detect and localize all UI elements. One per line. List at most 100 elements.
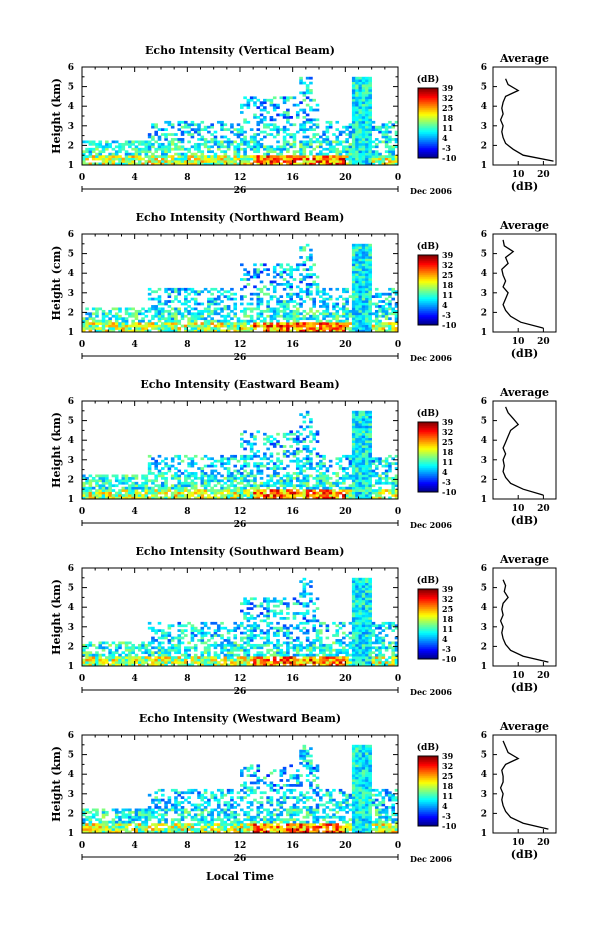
heatmap-cell <box>226 327 231 330</box>
heatmap-cell <box>157 629 162 632</box>
heatmap-cell <box>216 322 221 325</box>
heatmap-cell <box>157 162 162 166</box>
heatmap-cell <box>236 123 241 127</box>
heatmap-cell <box>164 486 168 490</box>
heatmap-cell <box>295 636 300 640</box>
heatmap-cell <box>193 484 198 488</box>
heatmap-cell <box>361 162 366 166</box>
heatmap-cell <box>144 476 149 480</box>
heatmap-cell <box>161 653 165 657</box>
heatmap-cell <box>325 469 330 473</box>
heatmap-cell <box>230 656 234 659</box>
heatmap-cell <box>289 636 293 640</box>
heatmap-cell <box>101 155 106 158</box>
heatmap-cell <box>240 631 244 635</box>
heatmap-cell <box>384 128 389 131</box>
heatmap-cell <box>295 467 300 470</box>
heatmap-cell <box>309 309 313 313</box>
heatmap-cell <box>351 469 356 473</box>
heatmap-cell <box>365 275 369 279</box>
heatmap-cell <box>332 305 336 308</box>
heatmap-cell <box>272 265 277 269</box>
heatmap-cell <box>157 621 162 625</box>
heatmap-cell <box>361 140 366 144</box>
heatmap-cell <box>108 327 112 330</box>
heatmap-cell <box>197 290 201 294</box>
heatmap-cell <box>279 150 284 154</box>
heatmap-cell <box>101 147 106 151</box>
heatmap-cell <box>240 147 244 151</box>
profile-x-label: (dB) <box>511 514 538 527</box>
heatmap-cell <box>259 103 264 107</box>
heatmap-cell <box>348 489 353 492</box>
heatmap-cell <box>137 643 142 647</box>
heatmap-cell <box>305 486 310 490</box>
heatmap-cell <box>193 324 198 328</box>
heatmap-cell <box>355 150 359 154</box>
heatmap-cell <box>144 147 149 151</box>
heatmap-cell <box>207 651 211 655</box>
heatmap-cell <box>305 489 310 492</box>
heatmap-cell <box>391 322 396 325</box>
heatmap-cell <box>210 462 214 465</box>
heatmap-cell <box>124 322 129 325</box>
heatmap-cell <box>272 287 277 291</box>
heatmap-cell <box>187 481 191 485</box>
heatmap-cell <box>151 290 155 294</box>
profile-y-tick-label: 3 <box>481 289 487 299</box>
heatmap-cell <box>167 646 172 650</box>
heatmap-cell <box>246 142 251 146</box>
heatmap-cell <box>335 314 340 318</box>
heatmap-cell <box>361 125 366 129</box>
heatmap-cell <box>256 300 261 303</box>
heatmap-cell <box>351 481 356 485</box>
heatmap-cell <box>101 145 106 149</box>
heatmap-cell <box>147 140 152 144</box>
heatmap-cell <box>233 474 238 478</box>
heatmap-cell <box>266 152 270 156</box>
heatmap-cell <box>355 152 359 156</box>
heatmap-cell <box>170 624 175 628</box>
heatmap-cell <box>88 147 93 151</box>
heatmap-cell <box>388 162 392 166</box>
heatmap-cell <box>368 248 372 252</box>
heatmap-cell <box>335 305 340 308</box>
heatmap-cell <box>355 263 359 267</box>
heatmap-cell <box>279 481 284 485</box>
heatmap-cell <box>355 425 359 429</box>
heatmap-cell <box>309 292 313 296</box>
heatmap-cell <box>161 646 165 650</box>
heatmap-cell <box>98 142 103 146</box>
heatmap-cell <box>299 653 303 657</box>
heatmap-cell <box>223 626 228 630</box>
heatmap-cell <box>335 457 340 461</box>
heatmap-cell <box>374 489 379 492</box>
heatmap-cell <box>236 130 241 134</box>
heatmap-cell <box>95 484 99 488</box>
heatmap-cell <box>358 283 363 286</box>
heatmap-cell <box>378 125 382 129</box>
heatmap-cell <box>302 594 307 598</box>
heatmap-cell <box>240 464 244 468</box>
heatmap-cell <box>226 290 231 294</box>
heatmap-cell <box>361 413 366 416</box>
heatmap-cell <box>167 639 172 642</box>
heatmap-cell <box>302 260 307 264</box>
heatmap-cell <box>246 607 251 610</box>
heatmap-cell <box>184 324 188 328</box>
colorbar-tick-label: -10 <box>442 153 457 163</box>
heatmap-cell <box>276 467 280 470</box>
heatmap-cell <box>368 430 372 434</box>
heatmap-cell <box>170 300 175 303</box>
heatmap-cell <box>335 162 340 166</box>
heatmap-cell <box>302 496 307 500</box>
heatmap-cell <box>289 116 293 119</box>
heatmap-cell <box>253 494 257 497</box>
heatmap-cell <box>197 142 201 146</box>
heatmap-cell <box>319 454 323 458</box>
heatmap-cell <box>98 496 103 500</box>
heatmap-cell <box>365 133 369 136</box>
heatmap-cell <box>147 147 152 151</box>
heatmap-cell <box>269 98 274 102</box>
heatmap-cell <box>108 481 112 485</box>
